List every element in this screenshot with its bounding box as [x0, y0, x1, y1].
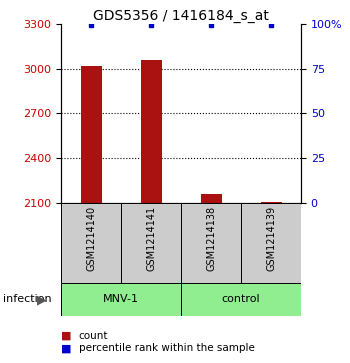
- Text: GSM1214141: GSM1214141: [146, 206, 156, 271]
- Text: ▶: ▶: [37, 293, 46, 306]
- Text: count: count: [79, 331, 108, 341]
- Bar: [141, 60, 162, 203]
- Text: MNV-1: MNV-1: [103, 294, 139, 305]
- Title: GDS5356 / 1416184_s_at: GDS5356 / 1416184_s_at: [93, 9, 269, 23]
- Text: GSM1214139: GSM1214139: [266, 206, 276, 271]
- Bar: [61, 203, 121, 283]
- Bar: [260, 202, 281, 203]
- Bar: [121, 203, 181, 283]
- Bar: [181, 203, 241, 283]
- Text: ■: ■: [61, 331, 72, 341]
- Text: infection: infection: [4, 294, 52, 305]
- Bar: [61, 283, 181, 316]
- Text: ■: ■: [61, 343, 72, 354]
- Bar: [201, 194, 222, 203]
- Bar: [81, 65, 102, 203]
- Text: GSM1214138: GSM1214138: [206, 206, 216, 271]
- Text: control: control: [222, 294, 260, 305]
- Bar: [241, 203, 301, 283]
- Bar: [181, 283, 301, 316]
- Text: percentile rank within the sample: percentile rank within the sample: [79, 343, 255, 354]
- Text: GSM1214140: GSM1214140: [86, 206, 96, 271]
